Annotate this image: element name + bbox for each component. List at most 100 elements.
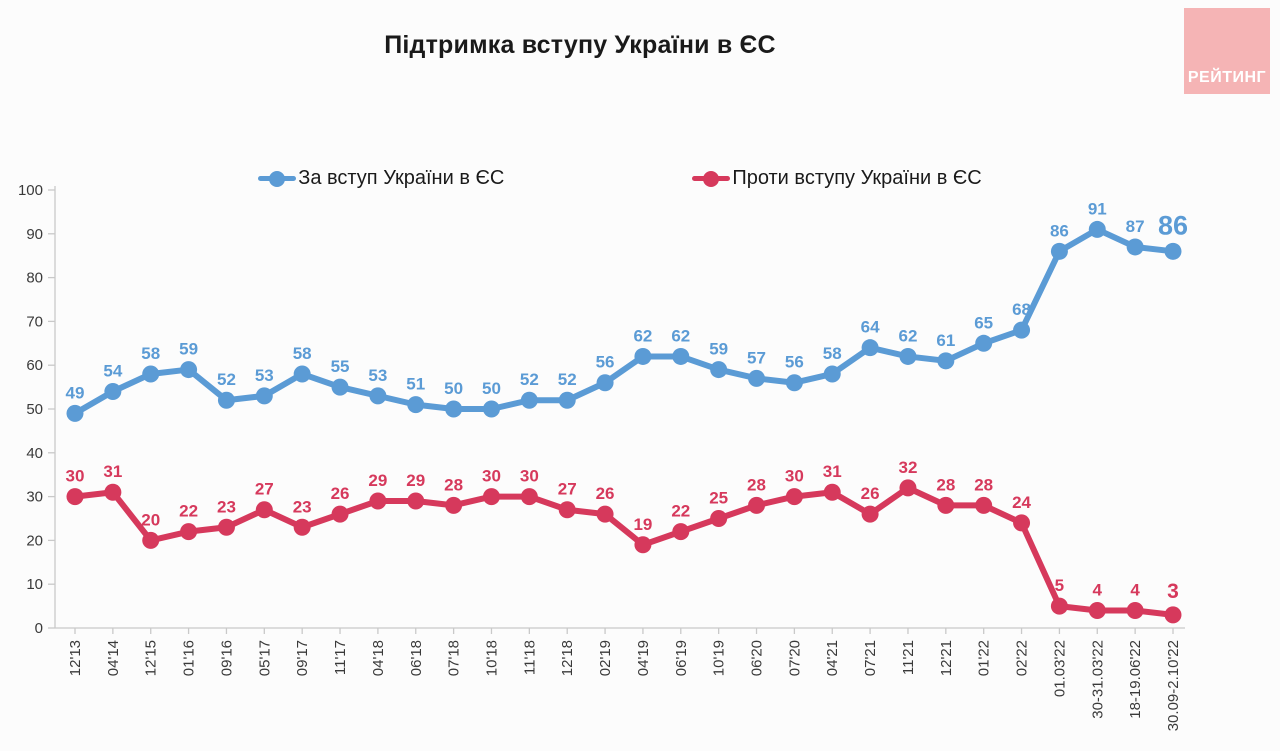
data-point-marker	[710, 510, 728, 527]
data-point-label: 27	[255, 480, 274, 499]
data-point-label: 50	[444, 379, 463, 398]
data-point-marker	[937, 496, 955, 514]
series-line-1	[72, 484, 1176, 618]
x-tick-label: 01.03'22	[1051, 640, 1068, 697]
data-point-marker	[217, 391, 235, 409]
x-tick-label: 12'18	[559, 640, 576, 676]
data-point-marker	[66, 404, 84, 422]
data-point-marker	[331, 378, 349, 396]
data-point-label: 58	[293, 344, 312, 363]
data-point-marker	[407, 492, 425, 510]
x-tick-label: 06'18	[408, 640, 425, 676]
data-point-label: 30	[482, 467, 501, 486]
data-point-marker	[482, 488, 500, 506]
x-tick-label: 06'19	[673, 640, 690, 676]
data-point-label: 86	[1050, 221, 1069, 240]
data-point-marker	[672, 347, 690, 365]
data-point-marker	[104, 483, 122, 501]
data-point-label: 52	[520, 370, 539, 389]
data-point-marker	[558, 391, 576, 409]
data-point-label: 20	[141, 510, 160, 529]
data-point-label: 58	[823, 344, 842, 363]
x-tick-label: 04'21	[824, 640, 841, 676]
data-point-label: 56	[785, 353, 804, 372]
data-point-label: 3	[1167, 580, 1179, 603]
data-point-marker	[1088, 220, 1106, 238]
legend-item-for-eu: За вступ України в ЄС	[258, 167, 504, 190]
data-point-label: 29	[368, 471, 387, 490]
data-point-label: 56	[596, 353, 615, 372]
data-point-marker	[899, 479, 917, 497]
data-point-label: 24	[1012, 493, 1031, 512]
data-point-label: 61	[936, 331, 955, 350]
x-tick-label: 05'17	[256, 640, 273, 676]
data-point-label: 32	[899, 458, 918, 477]
x-tick-label: 07'21	[862, 640, 879, 676]
y-tick-label: 40	[26, 445, 43, 462]
data-point-label: 4	[1130, 580, 1140, 599]
data-point-label: 55	[331, 357, 350, 376]
data-point-label: 26	[861, 484, 880, 503]
data-point-label: 23	[293, 497, 312, 516]
y-tick-label: 80	[26, 270, 43, 287]
x-tick-label: 01'16	[181, 640, 198, 676]
data-point-label: 65	[974, 313, 993, 332]
data-point-marker	[66, 488, 84, 506]
y-tick-label: 100	[18, 182, 43, 199]
legend-label-for-eu: За вступ України в ЄС	[298, 167, 505, 189]
data-point-marker	[634, 536, 652, 554]
data-point-label: 28	[974, 475, 993, 494]
y-tick-label: 90	[26, 226, 43, 243]
data-point-marker	[1050, 597, 1068, 615]
data-point-marker	[861, 339, 879, 357]
x-tick-label: 02'19	[597, 640, 614, 676]
data-point-marker	[1126, 238, 1144, 256]
data-point-label: 30	[520, 467, 539, 486]
data-point-label: 62	[633, 326, 652, 345]
x-tick-label: 11'21	[900, 640, 917, 675]
data-point-label: 59	[709, 340, 728, 359]
x-tick-label: 12'15	[143, 640, 160, 676]
data-point-marker	[520, 391, 538, 409]
x-tick-label: 18-19.06'22	[1127, 640, 1144, 719]
data-point-label: 28	[747, 475, 766, 494]
data-point-marker	[558, 501, 576, 519]
data-point-marker	[293, 365, 311, 383]
data-point-label: 86	[1158, 210, 1188, 240]
data-point-marker	[180, 361, 198, 379]
data-point-label: 25	[709, 489, 728, 508]
data-point-marker	[1126, 601, 1144, 619]
x-tick-label: 09'16	[218, 640, 235, 676]
x-tick-label: 04'14	[105, 640, 122, 676]
data-point-marker	[710, 361, 728, 379]
data-point-marker	[217, 518, 235, 536]
data-point-marker	[1164, 606, 1182, 624]
x-tick-label: 02'22	[1014, 640, 1031, 676]
data-point-marker	[823, 365, 841, 383]
x-tick-label: 30.09-2.10'22	[1165, 640, 1182, 731]
legend-item-against-eu: Проти вступу України в ЄС	[692, 167, 982, 190]
data-point-label: 26	[331, 484, 350, 503]
data-point-marker	[520, 488, 538, 506]
chart-legend: За вступ України в ЄС Проти вступу Украї…	[55, 167, 1185, 190]
y-tick-label: 20	[26, 532, 43, 549]
legend-line-dot-icon	[258, 170, 297, 187]
data-point-label: 31	[823, 462, 842, 481]
data-point-label: 50	[482, 379, 501, 398]
data-point-label: 29	[406, 471, 425, 490]
data-point-marker	[104, 382, 122, 400]
data-point-marker	[1164, 242, 1182, 260]
data-point-marker	[861, 505, 879, 523]
x-tick-label: 10'18	[483, 640, 500, 676]
data-point-label: 57	[747, 348, 766, 367]
x-tick-label: 10'19	[711, 640, 728, 676]
data-point-marker	[748, 369, 766, 387]
y-tick-label: 70	[26, 313, 43, 330]
rating-logo-text: РЕЙТИНГ	[1187, 69, 1267, 86]
x-tick-label: 04'18	[370, 640, 387, 676]
data-point-marker	[785, 488, 803, 506]
legend-label-against-eu: Проти вступу України в ЄС	[732, 167, 982, 189]
data-point-marker	[255, 387, 273, 405]
